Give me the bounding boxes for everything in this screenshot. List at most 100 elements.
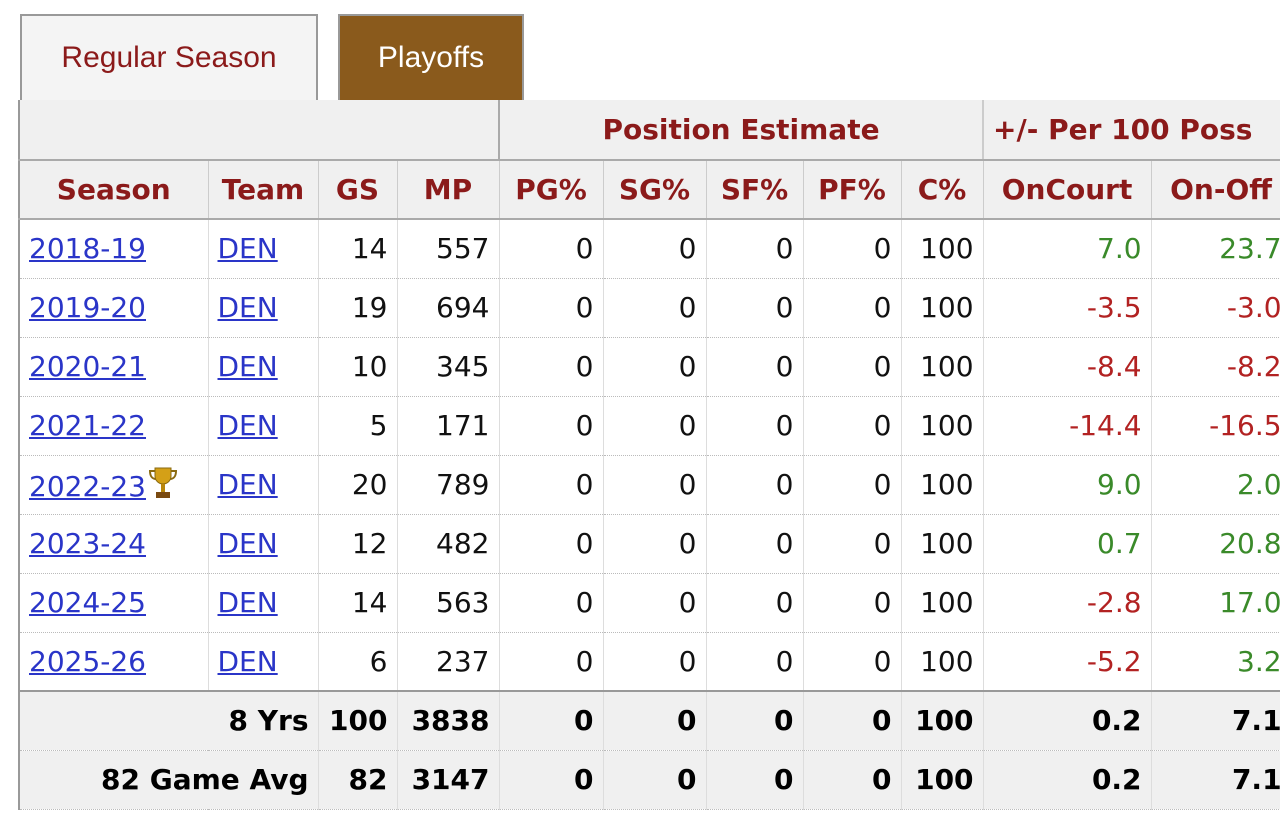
cell: 2025-26 — [18, 632, 209, 692]
team-link[interactable]: DEN — [217, 291, 278, 324]
data-row: 2018-19 DEN 14 557 0 0 0 0 100 7.0 23.7 — [18, 219, 1280, 279]
column-header: OnCourt — [983, 160, 1152, 220]
cell: -3.0 — [1151, 278, 1280, 338]
team-link[interactable]: DEN — [217, 468, 278, 501]
cell: 0 — [706, 573, 804, 633]
cell: 0 — [803, 632, 902, 692]
team-link[interactable]: DEN — [217, 409, 278, 442]
team-link[interactable]: DEN — [217, 350, 278, 383]
cell: DEN — [208, 278, 319, 338]
cell: DEN — [208, 514, 319, 574]
total-cell: 3147 — [397, 750, 500, 810]
total-cell: 0 — [499, 690, 604, 751]
cell: 789 — [397, 455, 500, 515]
data-row: 2020-21 DEN 10 345 0 0 0 0 100 -8.4 -8.2 — [18, 337, 1280, 397]
cell: DEN — [208, 219, 319, 279]
table-body: 2018-19 DEN 14 557 0 0 0 0 100 7.0 23.7 2019-20 DEN 1… — [18, 219, 1280, 692]
cell: 0 — [706, 396, 804, 456]
team-link[interactable]: DEN — [217, 527, 278, 560]
cell: 0 — [603, 514, 707, 574]
total-cell: 0 — [803, 690, 902, 751]
cell: 0.7 — [983, 514, 1152, 574]
tab-active[interactable]: Playoffs — [338, 14, 524, 100]
cell: DEN — [208, 396, 319, 456]
cell: 0 — [499, 396, 604, 456]
cell: -14.4 — [983, 396, 1152, 456]
total-cell: 100 — [318, 690, 398, 751]
cell: 2021-22 — [18, 396, 209, 456]
season-link[interactable]: 2023-24 — [29, 527, 146, 560]
cell: 100 — [901, 219, 984, 279]
cell: 17.0 — [1151, 573, 1280, 633]
blank-header — [18, 100, 500, 161]
season-link[interactable]: 2025-26 — [29, 644, 146, 678]
total-cell: 7.1 — [1151, 750, 1280, 810]
data-row: 2023-24 DEN 12 482 0 0 0 0 100 0.7 20.8 — [18, 514, 1280, 574]
data-row: 2019-20 DEN 19 694 0 0 0 0 100 -3.5 -3.0 — [18, 278, 1280, 338]
team-link[interactable]: DEN — [217, 644, 278, 678]
season-link[interactable]: 2018-19 — [29, 232, 146, 266]
cell: 171 — [397, 396, 500, 456]
trophy-icon — [148, 467, 178, 498]
cell: 557 — [397, 219, 500, 279]
cell: 100 — [901, 337, 984, 397]
cell: 7.0 — [983, 219, 1152, 279]
column-header: PF% — [803, 160, 902, 220]
cell: 0 — [499, 455, 604, 515]
season-link[interactable]: 2024-25 — [29, 586, 146, 619]
cell: 100 — [901, 396, 984, 456]
team-link[interactable]: DEN — [217, 586, 278, 619]
cell: 14 — [318, 573, 398, 633]
cell: -8.4 — [983, 337, 1152, 397]
season-link[interactable]: 2019-20 — [29, 291, 146, 324]
cell: 0 — [499, 573, 604, 633]
cell: 0 — [803, 396, 902, 456]
total-cell: 0 — [499, 750, 604, 810]
cell: 0 — [706, 337, 804, 397]
total-cell: 100 — [901, 750, 984, 810]
team-link[interactable]: DEN — [217, 232, 278, 266]
season-link[interactable]: 2022-23 — [29, 470, 146, 503]
group-header: Position Estimate — [499, 100, 985, 161]
total-cell: 0 — [706, 750, 804, 810]
cell: -8.2 — [1151, 337, 1280, 397]
total-cell: 0 — [706, 690, 804, 751]
cell: 9.0 — [983, 455, 1152, 515]
cell: 100 — [901, 455, 984, 515]
cell: 2020-21 — [18, 337, 209, 397]
cell: 2019-20 — [18, 278, 209, 338]
cell: 100 — [901, 514, 984, 574]
cell: 20.8 — [1151, 514, 1280, 574]
cell: DEN — [208, 455, 319, 515]
cell: 0 — [603, 219, 707, 279]
table-footer: 8 Yrs 100 3838 0 0 0 0 100 0.2 7.1 82 Game Avg 82 31… — [18, 690, 1280, 810]
cell: 345 — [397, 337, 500, 397]
cell: 0 — [603, 632, 707, 692]
cell: 0 — [803, 514, 902, 574]
cell: 0 — [803, 337, 902, 397]
cell: 563 — [397, 573, 500, 633]
cell: 694 — [397, 278, 500, 338]
season-link[interactable]: 2020-21 — [29, 350, 146, 383]
cell: 100 — [901, 632, 984, 692]
cell: 0 — [499, 632, 604, 692]
season-link[interactable]: 2021-22 — [29, 409, 146, 442]
stats-table: Position Estimate +/- Per 100 Poss Seaso… — [18, 100, 1280, 810]
cell: 0 — [803, 219, 902, 279]
cell: 0 — [706, 219, 804, 279]
group-header: +/- Per 100 Poss — [983, 100, 1280, 161]
cell: 0 — [499, 337, 604, 397]
cell: 482 — [397, 514, 500, 574]
column-header: On-Off — [1151, 160, 1280, 220]
cell: 5 — [318, 396, 398, 456]
cell: 2022-23 — [18, 455, 209, 515]
data-row: 2021-22 DEN 5 171 0 0 0 0 100 -14.4 -16.5 — [18, 396, 1280, 456]
cell: 100 — [901, 573, 984, 633]
data-row: 2025-26 DEN 6 237 0 0 0 0 100 -5.2 3.2 — [18, 632, 1280, 692]
total-cell: 100 — [901, 690, 984, 751]
total-cell: 7.1 — [1151, 690, 1280, 751]
cell: 12 — [318, 514, 398, 574]
cell: -3.5 — [983, 278, 1152, 338]
total-cell: 0 — [603, 690, 707, 751]
tab[interactable]: Regular Season — [20, 14, 318, 100]
